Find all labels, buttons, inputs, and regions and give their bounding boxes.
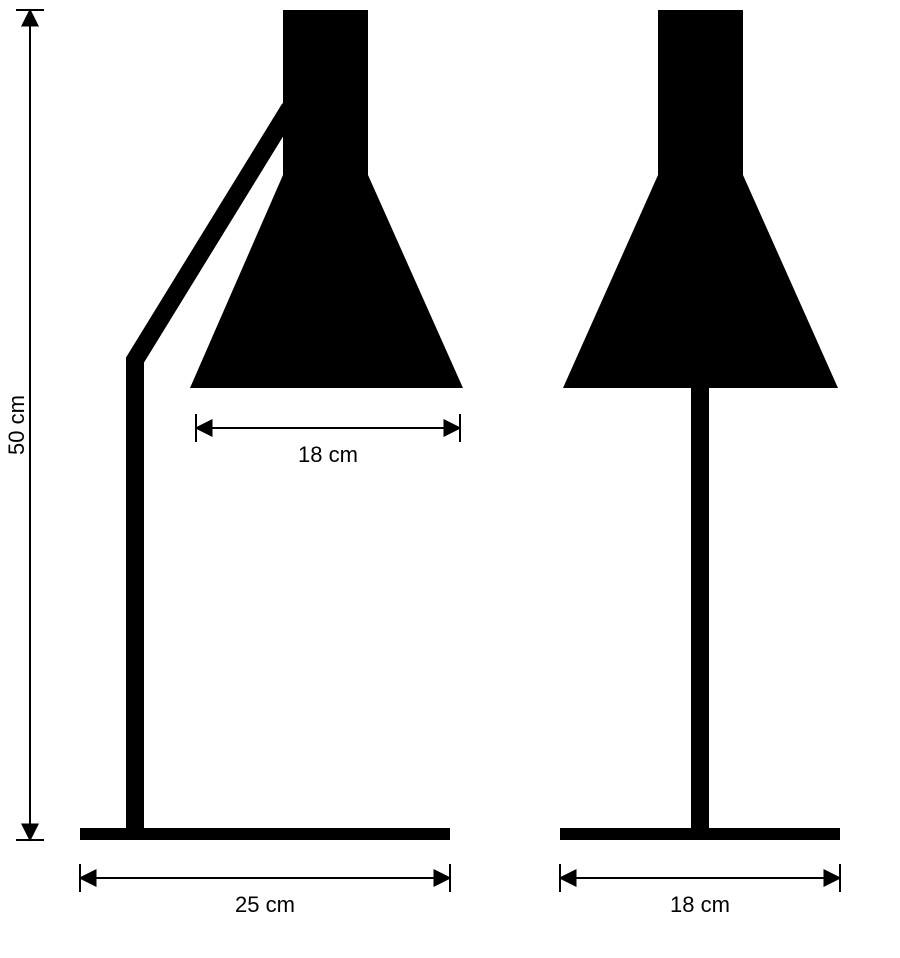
side-base-label: 25 cm xyxy=(235,892,295,917)
lamp-dimension-diagram: 50 cm 25 cm 18 cm 18 cm xyxy=(0,0,900,958)
dim-front-base xyxy=(560,864,840,892)
shade-width-label: 18 cm xyxy=(298,442,358,467)
dim-shade xyxy=(196,414,460,442)
front-base-label: 18 cm xyxy=(670,892,730,917)
dim-side-base xyxy=(80,864,450,892)
side-base xyxy=(80,828,450,840)
lamp-side-view xyxy=(80,10,463,840)
front-neck xyxy=(658,10,743,175)
side-neck xyxy=(283,10,368,175)
height-label: 50 cm xyxy=(4,395,29,455)
front-shade xyxy=(563,175,838,388)
lamp-front-view xyxy=(560,10,840,840)
front-base xyxy=(560,828,840,840)
